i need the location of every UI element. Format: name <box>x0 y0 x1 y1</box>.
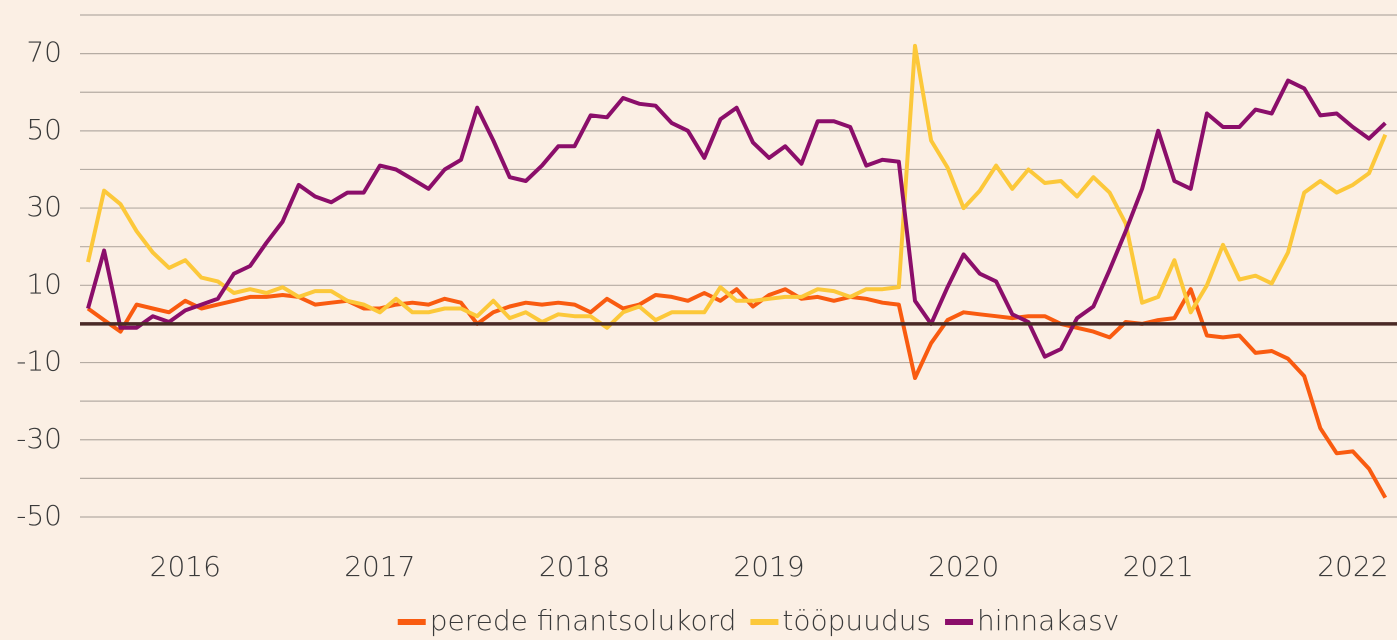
legend-label: perede finantsolukord <box>430 604 737 637</box>
x-tick-label: 2020 <box>928 550 999 583</box>
x-tick-label: 2021 <box>1123 550 1194 583</box>
y-tick-label: -30 <box>16 422 62 455</box>
y-tick-label: 10 <box>26 267 62 300</box>
legend-label: hinnakasv <box>977 604 1119 637</box>
series-line <box>86 78 1387 359</box>
y-tick-label: -50 <box>16 499 62 532</box>
series-line <box>86 287 1388 499</box>
y-tick-label: 30 <box>26 190 62 223</box>
x-tick-label: 2016 <box>150 550 221 583</box>
y-tick-label: 70 <box>26 36 62 69</box>
y-tick-label: -10 <box>16 345 62 378</box>
y-tick-label: 50 <box>26 113 62 146</box>
x-tick-label: 2019 <box>733 550 804 583</box>
legend-label: tööpuudus <box>782 604 931 637</box>
x-tick-label: 2018 <box>539 550 610 583</box>
x-tick-label: 2022 <box>1317 550 1388 583</box>
series-line <box>86 43 1388 330</box>
x-tick-label: 2017 <box>344 550 415 583</box>
